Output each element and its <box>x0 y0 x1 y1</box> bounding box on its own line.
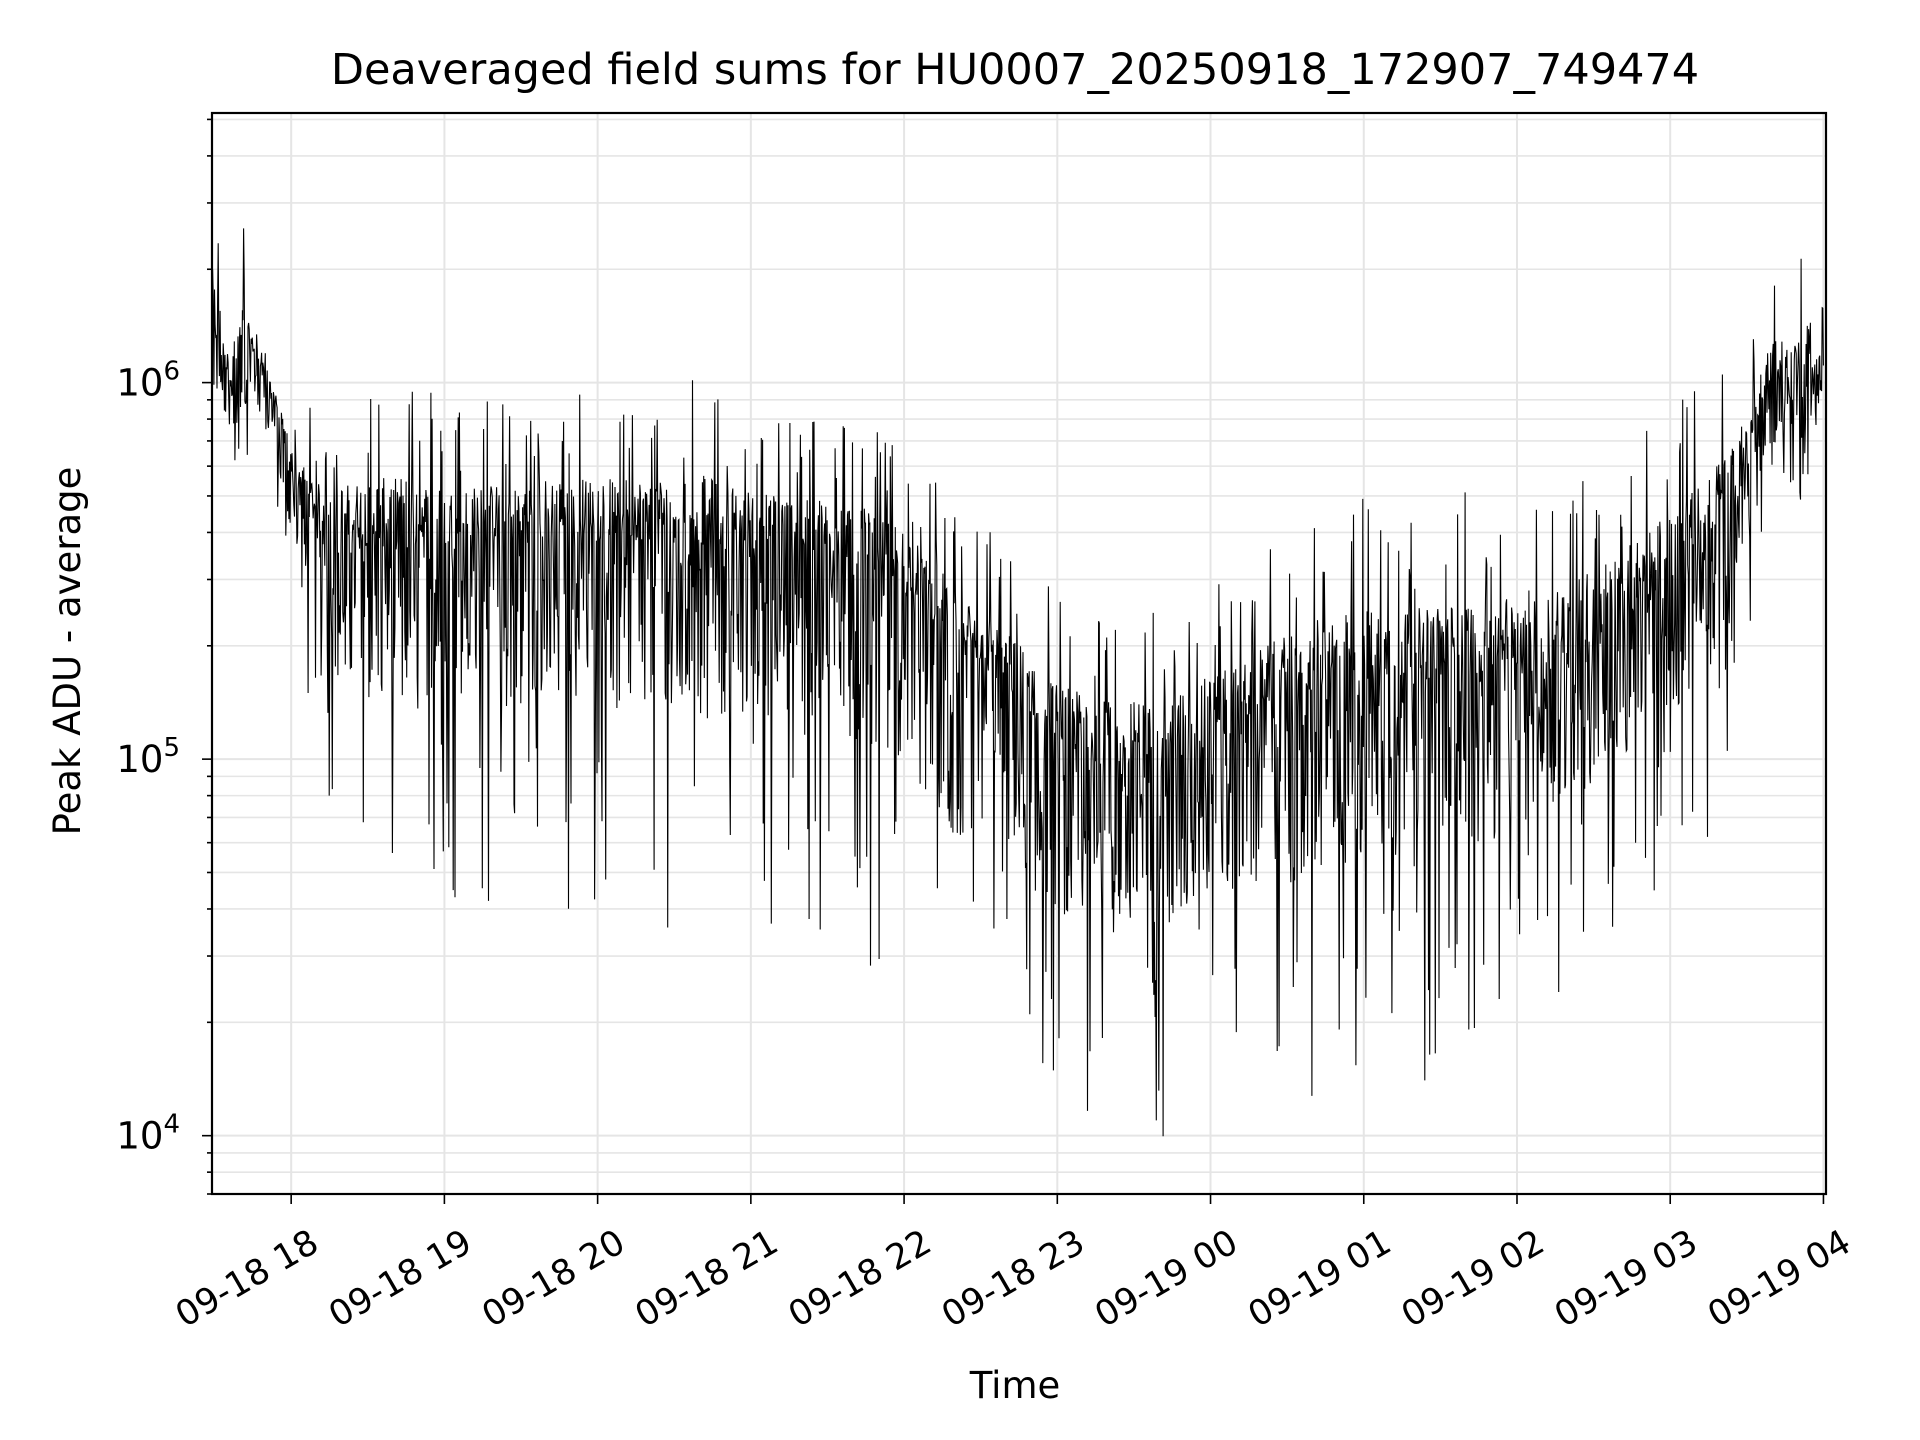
plot-frame <box>210 111 1828 1196</box>
y-tick-label: 105 <box>116 733 180 781</box>
chart-title: Deaveraged field sums for HU0007_2025091… <box>331 45 1699 95</box>
data-series <box>211 228 1824 1137</box>
y-tick-label: 104 <box>116 1110 180 1158</box>
x-axis-label: Time <box>969 1364 1061 1407</box>
y-axis-label: Peak ADU - average <box>46 467 89 836</box>
series-line <box>211 228 1824 1137</box>
y-tick-label: 106 <box>116 357 180 405</box>
